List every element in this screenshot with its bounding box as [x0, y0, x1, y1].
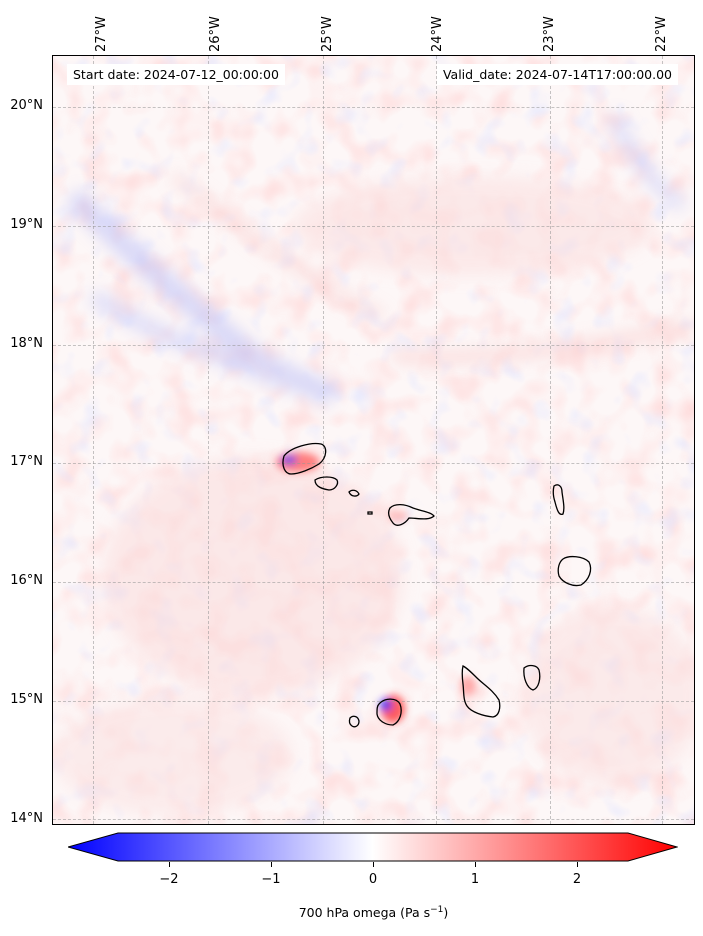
omega-field [53, 56, 694, 824]
meridian-25w [323, 56, 324, 824]
meridian-23w [550, 56, 551, 824]
parallel-15n [53, 701, 694, 702]
colorbar-tick-label: −2 [159, 872, 179, 887]
lat-label-18n: 18°N [10, 336, 43, 351]
island-sao-vicente [314, 476, 339, 491]
lat-label-16n: 16°N [10, 573, 43, 588]
lat-label-14n: 14°N [10, 811, 43, 826]
colorbar-tickmark [169, 862, 170, 867]
colorbar [68, 832, 678, 862]
parallel-20n [53, 107, 694, 108]
colorbar-tick-label: 1 [470, 872, 480, 887]
lon-label-26w: 26°W [208, 16, 223, 52]
lat-label-19n: 19°N [10, 217, 43, 232]
island-sao-nicolau [387, 503, 435, 526]
colorbar-tick-label: 2 [572, 872, 582, 887]
colorbar-label: 700 hPa omega (Pa s−1) [298, 905, 449, 921]
coastlines [282, 442, 592, 728]
island-santiago [461, 665, 501, 718]
colorbar-tickmark [475, 862, 476, 867]
parallel-16n [53, 582, 694, 583]
island-maio [523, 664, 541, 691]
meridian-24w [436, 56, 437, 824]
map-panel: Start date: 2024-07-12_00:00:00 Valid_da… [52, 55, 695, 825]
island-fogo [376, 698, 402, 726]
island-boa-vista [557, 555, 592, 587]
lat-label-20n: 20°N [10, 98, 43, 113]
lat-label-15n: 15°N [10, 692, 43, 707]
colorbar-tickmark [373, 862, 374, 867]
colorbar-tick-label: 0 [368, 872, 378, 887]
colorbar-tick-label: −1 [261, 872, 281, 887]
lon-label-23w: 23°W [542, 16, 557, 52]
lon-label-24w: 24°W [430, 16, 445, 52]
colorbar-tickmark [271, 862, 272, 867]
parallel-14n [53, 819, 694, 820]
lon-label-22w: 22°W [654, 16, 669, 52]
meridian-22w [662, 56, 663, 824]
meridian-26w [208, 56, 209, 824]
island-brava [348, 715, 360, 728]
lon-label-27w: 27°W [94, 16, 109, 52]
colorbar-tickmark [577, 862, 578, 867]
parallel-19n [53, 226, 694, 227]
island-ilheu [367, 511, 373, 515]
start-date-label: Start date: 2024-07-12_00:00:00 [67, 64, 285, 85]
valid-date-label: Valid_date: 2024-07-14T17:00:00.00 [436, 64, 678, 85]
meridian-27w [93, 56, 94, 824]
island-santa-luzia [348, 489, 360, 497]
island-sal [552, 484, 565, 516]
island-santo-antao [282, 442, 327, 475]
parallel-18n [53, 345, 694, 346]
lon-label-25w: 25°W [320, 16, 335, 52]
lat-label-17n: 17°N [10, 454, 43, 469]
parallel-17n [53, 463, 694, 464]
